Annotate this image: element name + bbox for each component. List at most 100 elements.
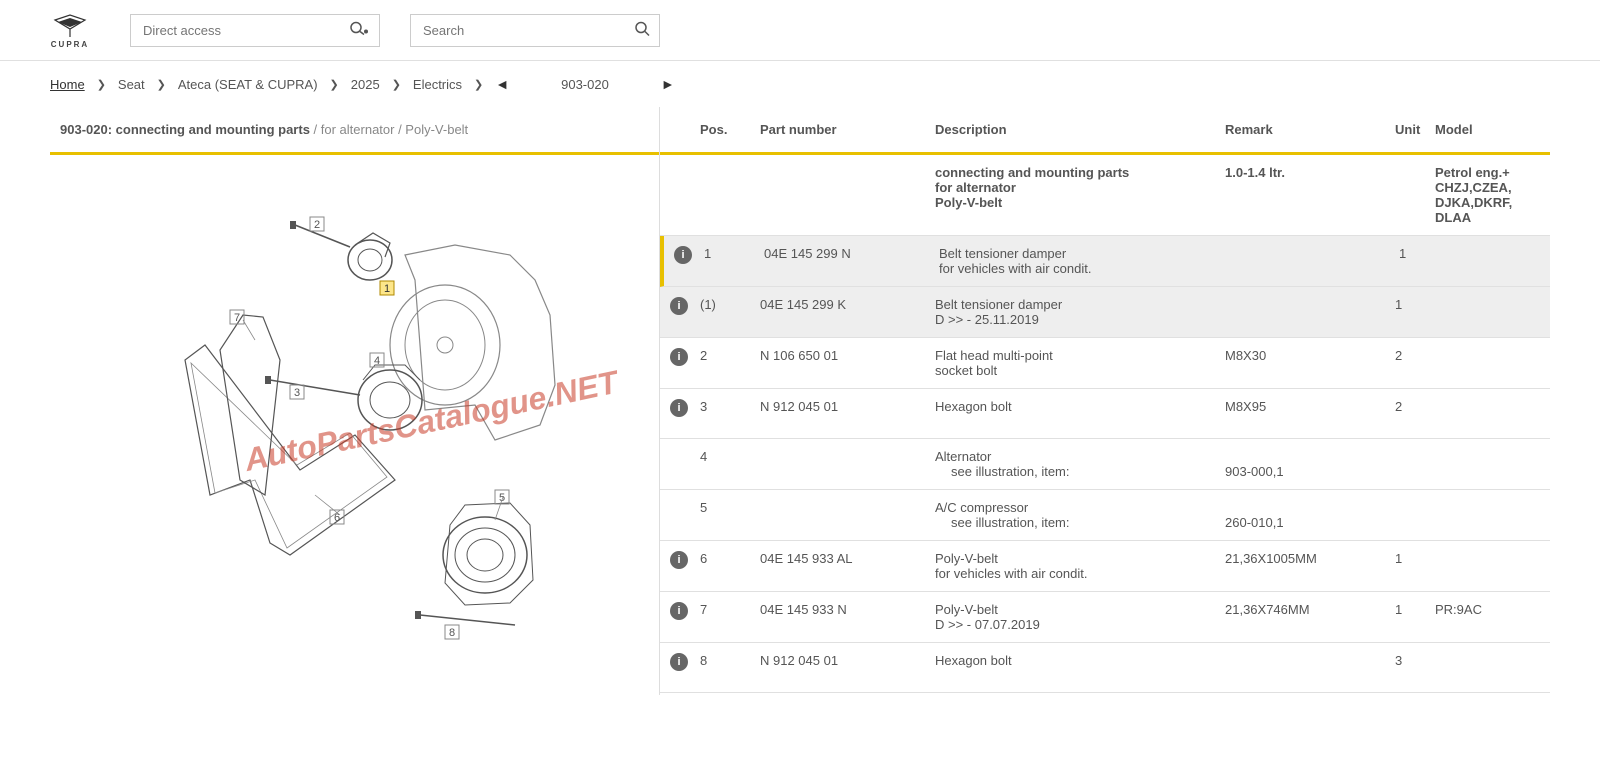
breadcrumb-item[interactable]: 2025	[351, 77, 380, 92]
cell-desc: Poly-V-beltD >> - 07.07.2019	[935, 602, 1225, 632]
cell-desc: connecting and mounting partsfor alterna…	[935, 165, 1225, 210]
chevron-right-icon: ❯	[392, 78, 401, 91]
info-icon[interactable]: i	[670, 602, 688, 620]
cell-remark: 1.0-1.4 ltr.	[1225, 165, 1395, 180]
breadcrumb-item[interactable]: Seat	[118, 77, 145, 92]
main-content: 903-020: connecting and mounting parts /…	[0, 107, 1600, 695]
table-row[interactable]: i104E 145 299 NBelt tensioner damperfor …	[660, 236, 1550, 287]
cell-desc: A/C compressorsee illustration, item:	[935, 500, 1225, 530]
cell-remark: 260-010,1	[1225, 500, 1395, 530]
breadcrumb-item[interactable]: Electrics	[413, 77, 462, 92]
svg-text:5: 5	[498, 492, 504, 504]
breadcrumb-item[interactable]: Ateca (SEAT & CUPRA)	[178, 77, 318, 92]
table-row[interactable]: 4 Alternatorsee illustration, item: 903-0…	[660, 439, 1550, 490]
search-input[interactable]	[410, 14, 660, 47]
brand-logo[interactable]: CUPRA	[40, 10, 100, 50]
table-row[interactable]: i604E 145 933 ALPoly-V-beltfor vehicles …	[660, 541, 1550, 592]
cell-part: N 912 045 01	[760, 653, 935, 668]
breadcrumb-code: 903-020	[561, 77, 609, 92]
cell-pos: 6	[700, 551, 760, 566]
search-box	[410, 14, 660, 47]
info-icon[interactable]: i	[670, 297, 688, 315]
cell-pos: 2	[700, 348, 760, 363]
header-part: Part number	[760, 122, 935, 137]
svg-text:1: 1	[383, 283, 389, 295]
parts-diagram[interactable]: 1 2 3 4 5 6 7 8 AutoPartsCatalogue.NET	[50, 155, 659, 695]
cell-model: PR:9AC	[1435, 602, 1540, 617]
header-model: Model	[1435, 122, 1540, 137]
cell-part: N 106 650 01	[760, 348, 935, 363]
table-row[interactable]: i704E 145 933 NPoly-V-beltD >> - 07.07.2…	[660, 592, 1550, 643]
chevron-right-icon: ❯	[157, 78, 166, 91]
cell-pos: 8	[700, 653, 760, 668]
brand-text: CUPRA	[51, 40, 89, 49]
cell-unit: 1	[1395, 297, 1435, 312]
breadcrumb: Home ❯ Seat ❯ Ateca (SEAT & CUPRA) ❯ 202…	[0, 61, 1600, 107]
cell-model: Petrol eng.+CHZJ,CZEA,DJKA,DKRF,DLAA	[1435, 165, 1540, 225]
cell-desc: Flat head multi-pointsocket bolt	[935, 348, 1225, 378]
table-row[interactable]: 5A/C compressorsee illustration, item: 2…	[660, 490, 1550, 541]
cell-pos: 3	[700, 399, 760, 414]
chevron-right-icon: ❯	[97, 78, 106, 91]
cell-desc: Poly-V-beltfor vehicles with air condit.	[935, 551, 1225, 581]
svg-text:6: 6	[333, 512, 339, 524]
prev-arrow-icon[interactable]: ◄	[495, 76, 509, 92]
cell-pos: (1)	[700, 297, 760, 312]
cell-unit: 2	[1395, 348, 1435, 363]
chevron-right-icon: ❯	[330, 78, 339, 91]
cell-part: 04E 145 933 N	[760, 602, 935, 617]
header-desc: Description	[935, 122, 1225, 137]
cell-remark: M8X30	[1225, 348, 1395, 363]
cell-part: 04E 145 299 N	[764, 246, 939, 261]
table-row[interactable]: i2N 106 650 01Flat head multi-pointsocke…	[660, 338, 1550, 389]
cell-pos: 1	[704, 246, 764, 261]
info-icon[interactable]: i	[670, 399, 688, 417]
breadcrumb-home[interactable]: Home	[50, 77, 85, 92]
svg-text:8: 8	[448, 627, 454, 639]
cell-desc: Belt tensioner damperfor vehicles with a…	[939, 246, 1229, 276]
direct-access-input[interactable]	[130, 14, 380, 47]
cell-desc: Alternatorsee illustration, item:	[935, 449, 1225, 479]
cell-desc: Hexagon bolt	[935, 399, 1225, 414]
cell-unit: 3	[1395, 653, 1435, 668]
cell-remark: 21,36X1005MM	[1225, 551, 1395, 566]
cell-part: N 912 045 01	[760, 399, 935, 414]
cell-unit: 2	[1395, 399, 1435, 414]
next-arrow-icon[interactable]: ►	[661, 76, 675, 92]
table-row[interactable]: connecting and mounting partsfor alterna…	[660, 155, 1550, 236]
info-icon[interactable]: i	[670, 551, 688, 569]
cell-remark: 903-000,1	[1225, 449, 1395, 479]
table-header: Pos. Part number Description Remark Unit…	[660, 107, 1550, 155]
svg-text:3: 3	[293, 387, 299, 399]
panel-title: 903-020: connecting and mounting parts /…	[50, 107, 659, 155]
cell-unit: 1	[1399, 246, 1439, 261]
info-icon[interactable]: i	[670, 653, 688, 671]
cell-part: 04E 145 933 AL	[760, 551, 935, 566]
info-icon[interactable]: i	[670, 348, 688, 366]
search-icon[interactable]	[634, 21, 650, 40]
cell-pos: 4	[700, 449, 760, 464]
info-icon[interactable]: i	[674, 246, 692, 264]
header-remark: Remark	[1225, 122, 1395, 137]
table-row[interactable]: i3N 912 045 01Hexagon boltM8X952	[660, 389, 1550, 439]
header-pos: Pos.	[700, 122, 760, 137]
cell-desc: Hexagon bolt	[935, 653, 1225, 668]
cell-unit: 1	[1395, 602, 1435, 617]
direct-access-icon[interactable]	[350, 22, 370, 39]
cell-pos: 7	[700, 602, 760, 617]
cell-part: 04E 145 299 K	[760, 297, 935, 312]
table-body: connecting and mounting partsfor alterna…	[660, 155, 1550, 693]
chevron-right-icon: ❯	[474, 78, 483, 91]
cell-remark: M8X95	[1225, 399, 1395, 414]
parts-table: Pos. Part number Description Remark Unit…	[660, 107, 1550, 695]
cell-unit: 1	[1395, 551, 1435, 566]
table-row[interactable]: i8N 912 045 01Hexagon bolt 3	[660, 643, 1550, 693]
diagram-panel: 903-020: connecting and mounting parts /…	[50, 107, 660, 695]
svg-text:4: 4	[373, 355, 379, 367]
cell-remark: 21,36X746MM	[1225, 602, 1395, 617]
cell-desc: Belt tensioner damperD >> - 25.11.2019	[935, 297, 1225, 327]
table-row[interactable]: i (1)04E 145 299 KBelt tensioner damperD …	[660, 287, 1550, 338]
direct-access-box	[130, 14, 380, 47]
svg-text:7: 7	[233, 312, 239, 324]
header: CUPRA	[0, 0, 1600, 61]
